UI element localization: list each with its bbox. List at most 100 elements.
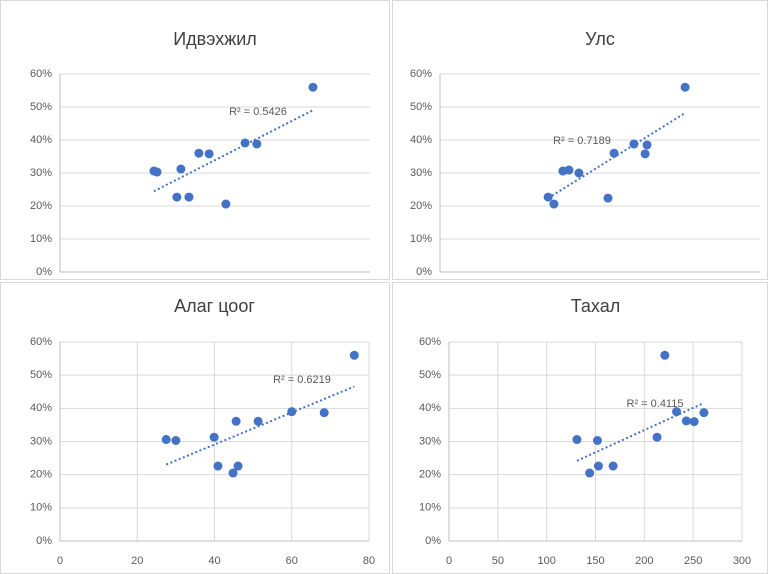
y-tick-label: 50%	[30, 369, 52, 381]
x-tick-label: 150	[586, 555, 604, 567]
y-tick-label: 20%	[410, 200, 432, 212]
scatter-point	[204, 149, 214, 159]
y-tick-label: 30%	[419, 435, 441, 447]
y-tick-label: 30%	[30, 435, 52, 447]
x-tick-label: 250	[684, 555, 702, 567]
y-tick-label: 0%	[36, 535, 52, 547]
x-tick-label: 20	[131, 555, 143, 567]
y-tick-label: 10%	[419, 502, 441, 514]
scatter-point	[171, 436, 181, 446]
y-tick-label: 20%	[419, 469, 441, 481]
y-tick-label: 40%	[30, 134, 52, 146]
r-squared-label: R² = 0.7189	[553, 135, 611, 147]
scatter-point	[564, 165, 574, 175]
scatter-point	[194, 148, 204, 158]
y-tick-label: 30%	[30, 167, 52, 179]
scatter-point	[689, 417, 699, 427]
x-tick-label: 50	[492, 555, 504, 567]
chart-panel: Тахал 0% 10% 20% 30% 40% 50% 60% 0 50 100 150 200 250…	[392, 282, 768, 574]
scatter-point	[349, 350, 359, 360]
y-tick-label: 50%	[30, 101, 52, 113]
scatter-point	[629, 139, 639, 149]
chart-title: Тахал	[571, 296, 621, 316]
scatter-point	[652, 432, 662, 442]
x-tick-label: 300	[733, 555, 751, 567]
scatter-point	[287, 407, 297, 417]
scatter-point	[172, 192, 182, 202]
scatter-point	[603, 193, 613, 203]
x-tick-label: 60	[286, 555, 298, 567]
r-squared-label: R² = 0.5426	[229, 106, 287, 118]
scatter-point	[640, 149, 650, 159]
y-tick-label: 40%	[30, 402, 52, 414]
y-tick-label: 30%	[410, 167, 432, 179]
scatter-point	[672, 407, 682, 417]
x-tick-label: 40	[208, 555, 220, 567]
y-tick-label: 60%	[30, 68, 52, 80]
y-tick-label: 60%	[410, 68, 432, 80]
scatter-point	[308, 82, 318, 92]
scatter-point	[592, 436, 602, 446]
y-tick-label: 0%	[416, 266, 432, 278]
scatter-point	[209, 432, 219, 442]
scatter-point	[213, 461, 223, 471]
scatter-point	[660, 350, 670, 360]
panel-border	[0, 0, 390, 280]
scatter-point	[609, 148, 619, 158]
scatter-point	[319, 408, 329, 418]
y-tick-label: 50%	[419, 369, 441, 381]
chart-panel: Алаг цоог 0% 10% 20% 30% 40% 50% 60% 0 20 40 60 80 R²…	[0, 282, 390, 574]
chart-title: Идвэхжил	[173, 29, 257, 49]
trendline	[165, 385, 355, 466]
scatter-point	[228, 468, 238, 478]
scatter-point	[176, 164, 186, 174]
scatter-point	[608, 461, 618, 471]
scatter-point	[253, 416, 263, 426]
y-tick-label: 0%	[425, 535, 441, 547]
scatter-point	[680, 82, 690, 92]
y-tick-label: 60%	[30, 336, 52, 348]
chart-title: Улс	[585, 29, 615, 49]
trendline	[576, 402, 705, 462]
y-tick-label: 20%	[30, 200, 52, 212]
scatter-point	[543, 192, 553, 202]
scatter-point	[585, 468, 595, 478]
y-tick-label: 10%	[410, 233, 432, 245]
scatter-point	[572, 435, 582, 445]
chart-panel: Идвэхжил 0% 10% 20% 30% 40% 50% 60% R² = 0.5426	[0, 0, 390, 280]
scatter-point	[161, 435, 171, 445]
chart-title: Алаг цоог	[174, 296, 255, 316]
y-tick-label: 20%	[30, 469, 52, 481]
y-tick-label: 40%	[410, 134, 432, 146]
y-tick-label: 0%	[36, 266, 52, 278]
panel-border	[0, 282, 390, 574]
scatter-point	[184, 192, 194, 202]
scatter-point	[642, 140, 652, 150]
x-tick-label: 0	[57, 555, 63, 567]
scatter-point	[231, 416, 241, 426]
scatter-point	[240, 138, 250, 148]
x-tick-label: 200	[635, 555, 653, 567]
x-tick-label: 100	[537, 555, 555, 567]
scatter-point	[681, 416, 691, 426]
scatter-point	[221, 199, 231, 209]
x-tick-label: 0	[446, 555, 452, 567]
r-squared-label: R² = 0.6219	[273, 374, 331, 386]
scatter-point	[593, 461, 603, 471]
scatter-point	[152, 167, 162, 177]
scatter-point	[574, 168, 584, 178]
r-squared-label: R² = 0.4115	[627, 398, 684, 410]
y-tick-label: 10%	[30, 502, 52, 514]
y-tick-label: 50%	[410, 101, 432, 113]
scatter-point	[233, 461, 243, 471]
y-tick-label: 40%	[419, 402, 441, 414]
trendline	[153, 109, 314, 193]
y-tick-label: 10%	[30, 233, 52, 245]
x-tick-label: 80	[363, 555, 375, 567]
y-tick-label: 60%	[419, 336, 441, 348]
chart-panel: Улс 0% 10% 20% 30% 40% 50% 60% R² = 0.7189	[392, 0, 768, 280]
scatter-point	[549, 199, 559, 209]
scatter-point	[699, 408, 709, 418]
scatter-point	[252, 139, 262, 149]
